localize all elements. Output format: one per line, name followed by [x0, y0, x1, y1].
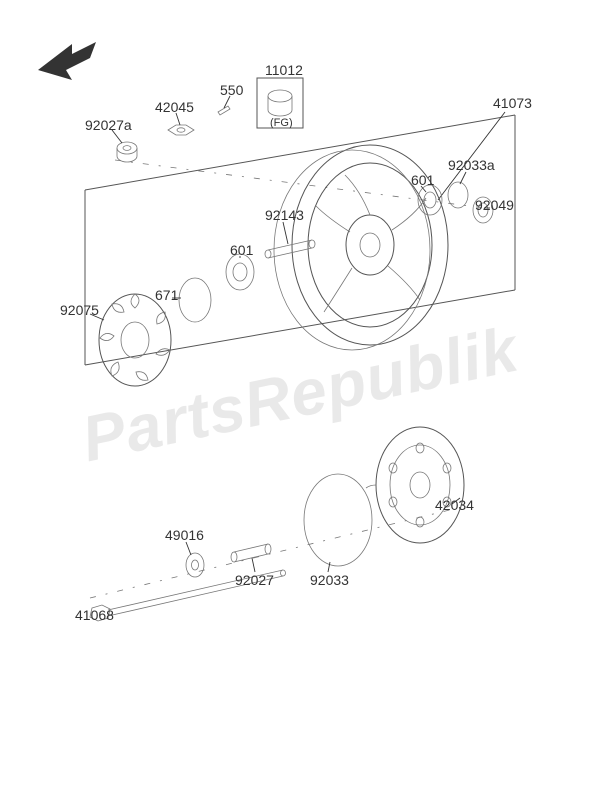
part-601-bearing-left: [226, 254, 254, 290]
part-92033a-snapring: [448, 172, 468, 208]
label-92027: 92027: [235, 572, 274, 588]
label-49016: 49016: [165, 527, 204, 543]
part-92075-damper: [90, 294, 171, 386]
label-601r: 601: [411, 172, 434, 188]
label-671: 671: [155, 287, 178, 303]
assembly-frame: [85, 115, 515, 365]
label-92143: 92143: [265, 207, 304, 223]
label-550: 550: [220, 82, 243, 98]
part-42045-nut: [168, 113, 194, 135]
label-92033: 92033: [310, 572, 349, 588]
orientation-arrow: [38, 42, 96, 80]
label-11012: 11012: [265, 62, 303, 78]
label-41068: 41068: [75, 607, 114, 623]
label-601l: 601: [230, 242, 253, 258]
part-92027-collar: [231, 544, 271, 572]
part-550-pin: [218, 96, 230, 115]
part-42034-coupling: [366, 427, 464, 543]
label-92033a: 92033a: [448, 157, 495, 173]
label-fg: (FG): [270, 117, 293, 129]
part-49016-washer: [186, 542, 204, 577]
label-92027a: 92027a: [85, 117, 132, 133]
label-42034: 42034: [435, 497, 474, 513]
label-92075: 92075: [60, 302, 99, 318]
label-41073: 41073: [493, 95, 532, 111]
part-92027a-collar: [112, 130, 137, 162]
part-92143-collar: [265, 222, 315, 258]
diagram-canvas: PartsRepublik: [0, 0, 600, 787]
part-92033-snapring: [304, 474, 372, 572]
label-42045: 42045: [155, 99, 194, 115]
label-92049: 92049: [475, 197, 514, 213]
part-41073-wheel: [274, 112, 505, 350]
